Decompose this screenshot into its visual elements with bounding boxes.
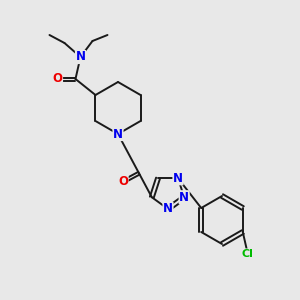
Text: O: O: [52, 73, 62, 85]
Text: O: O: [118, 175, 128, 188]
Text: N: N: [163, 202, 173, 215]
Text: N: N: [76, 50, 85, 64]
Text: Cl: Cl: [242, 249, 254, 259]
Text: N: N: [113, 128, 123, 140]
Text: N: N: [173, 172, 183, 185]
Text: N: N: [179, 191, 189, 204]
